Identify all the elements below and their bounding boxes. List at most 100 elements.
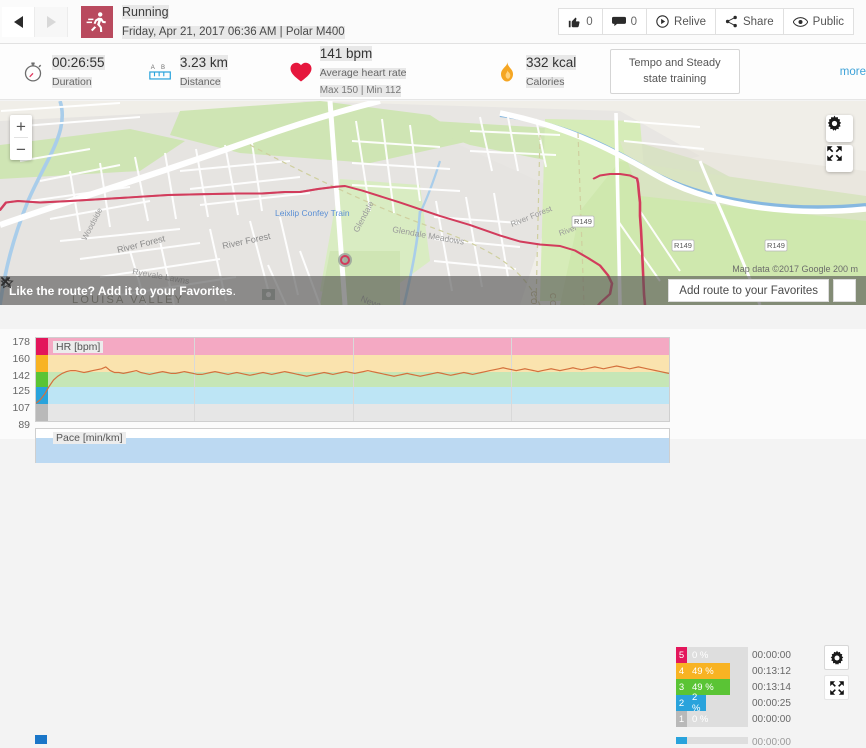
visibility-button[interactable]: Public: [782, 8, 854, 35]
flame-icon: [492, 60, 522, 84]
add-route-to-favorites-button[interactable]: Add route to your Favorites: [0, 276, 829, 302]
activity-subtitle: Friday, Apr 21, 2017 06:36 AM | Polar M4…: [122, 25, 345, 39]
more-link[interactable]: more: [839, 65, 866, 78]
svg-text:A: A: [151, 65, 155, 71]
stopwatch-icon: [18, 61, 48, 83]
heart-icon: [286, 61, 316, 83]
map-fullscreen-button[interactable]: [826, 145, 853, 172]
chevron-left-icon: [13, 15, 23, 28]
zone-number: 2: [676, 695, 687, 711]
zone-percent: 0 %: [692, 713, 709, 725]
hr-chart-plot[interactable]: HR [bpm]: [35, 337, 670, 422]
zone-row[interactable]: 4 49 %: [676, 663, 730, 679]
zone-strip-segment: [36, 404, 48, 421]
map-canvas: [0, 101, 866, 305]
comment-button[interactable]: 0: [601, 8, 648, 35]
hr-line: [36, 365, 669, 404]
hr-zone-color-strip: [36, 338, 48, 421]
pace-zone-duration: 00:00:00: [752, 737, 791, 748]
favorites-banner: Like the route? Add it to your Favorites…: [0, 276, 866, 305]
svg-text:B: B: [161, 65, 165, 71]
favorites-prompt-text: Like the route? Add it to your Favorites: [9, 283, 233, 298]
pace-area: [36, 438, 669, 463]
metric-distance: A B 3.23 km Distance: [146, 54, 264, 90]
chart-card: 178 160 142 125 107 89 HR [bpm] Pace [min/km]: [0, 329, 866, 463]
map-zoom-controls[interactable]: + −: [10, 115, 32, 160]
hr-series-label: HR [bpm]: [53, 341, 104, 353]
gridline: [194, 338, 195, 421]
add-favorites-label: Add route to your Favorites: [679, 284, 818, 297]
calories-label: Calories: [525, 75, 565, 89]
zone-strip-segment: [36, 338, 48, 355]
close-icon: [0, 276, 11, 287]
hr-label: Average heart rate: [319, 66, 407, 80]
comment-icon: [611, 16, 626, 27]
duration-label: Duration: [52, 75, 92, 89]
pace-zone-strip: [35, 735, 47, 744]
calories-value: 332 kcal: [525, 54, 577, 70]
metric-heart-rate: 141 bpm Average heart rate Max 150 | Min…: [286, 45, 435, 99]
zone-row[interactable]: 2 2 %: [676, 692, 706, 714]
share-icon: [725, 15, 737, 28]
chart-settings-button[interactable]: [824, 645, 849, 670]
ruler-icon: A B: [146, 60, 176, 84]
hr-value: 141 bpm: [319, 45, 373, 61]
header-actions: 0 0 Relive Share: [558, 8, 854, 35]
favorites-prompt-tail: .: [232, 283, 236, 298]
zone-duration: 00:00:00: [752, 649, 791, 661]
zone-strip-segment: [36, 371, 48, 388]
y-axis-tick: 178: [12, 336, 30, 348]
y-axis-tick: 107: [12, 402, 30, 415]
close-banner-button[interactable]: [0, 276, 856, 302]
pace-series-label: Pace [min/km]: [53, 432, 126, 444]
favorites-prompt: Like the route? Add it to your Favorites…: [9, 284, 236, 298]
expand-icon: [829, 680, 844, 695]
training-benefit-tag[interactable]: Tempo and Steady state training: [609, 48, 740, 95]
hr-line-series: [36, 365, 669, 404]
activity-nav: [2, 6, 68, 37]
summary-strip: 00:26:55 Duration A B 3.23 km Distance: [0, 44, 866, 100]
hr-minmax: Max 150 | Min 112: [319, 85, 402, 97]
gear-icon: [827, 115, 842, 131]
app-header: Running Friday, Apr 21, 2017 06:36 AM | …: [0, 0, 866, 44]
zoom-in-button[interactable]: +: [16, 116, 26, 136]
previous-activity-button[interactable]: [2, 6, 35, 37]
y-axis-tick: 89: [18, 419, 30, 431]
activity-title-block: Running Friday, Apr 21, 2017 06:36 AM | …: [122, 3, 345, 40]
zone-row[interactable]: 5 0 %: [676, 647, 748, 663]
pace-zone-chip: [676, 737, 687, 744]
distance-label: Distance: [179, 75, 221, 89]
page-title: Running: [122, 5, 169, 20]
pace-zone-legend[interactable]: [676, 737, 748, 744]
metric-duration: 00:26:55 Duration: [18, 54, 136, 90]
chevron-right-icon: [46, 15, 56, 28]
pace-chart-plot[interactable]: Pace [min/km]: [35, 428, 670, 463]
zone-percent: 0 %: [692, 649, 709, 661]
chart-fullscreen-button[interactable]: [824, 675, 849, 700]
zone-percent: 49 %: [692, 665, 714, 677]
y-axis-tick: 125: [12, 385, 30, 398]
like-button[interactable]: 0: [558, 8, 603, 35]
zone-duration: 00:00:25: [752, 697, 791, 709]
hr-y-axis: 178 160 142 125 107 89: [0, 335, 33, 431]
relive-button[interactable]: Relive: [646, 8, 716, 35]
zoom-out-button[interactable]: −: [16, 139, 26, 159]
share-label: Share: [742, 15, 774, 28]
duration-value: 00:26:55: [52, 54, 105, 70]
like-count: 0: [586, 15, 593, 28]
hr-zone-legend[interactable]: 5 0 % 4 49 % 3 49 % 2 2 % 1 0 %: [676, 647, 748, 727]
share-button[interactable]: Share: [714, 8, 784, 35]
next-activity-button[interactable]: [35, 6, 68, 37]
gridline: [511, 338, 512, 421]
gridline: [669, 338, 670, 421]
distance-value: 3.23 km: [179, 54, 228, 70]
activity-charts: 178 160 142 125 107 89 HR [bpm] Pace [min/km]…: [0, 305, 866, 748]
zone-row[interactable]: 1 0 %: [676, 711, 748, 727]
map-settings-button[interactable]: [826, 115, 853, 142]
route-marker-start: [338, 253, 352, 267]
visibility-label: Public: [812, 15, 844, 28]
zone-percent: 2 %: [692, 692, 701, 714]
play-circle-icon: [656, 15, 669, 28]
y-axis-tick: 142: [12, 369, 30, 382]
